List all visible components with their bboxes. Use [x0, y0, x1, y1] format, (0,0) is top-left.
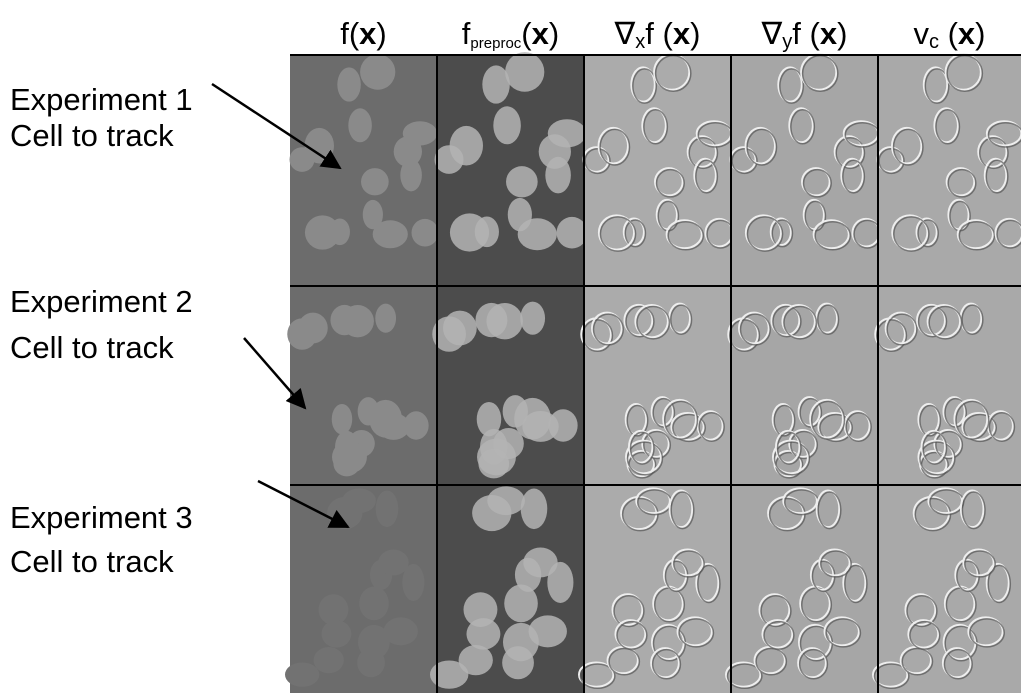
cell-blob [305, 128, 334, 164]
cell-blob [400, 159, 422, 192]
cell-blob [459, 645, 493, 675]
cell-blob [319, 594, 349, 625]
cell-blob [404, 411, 429, 439]
header-part: f ( [645, 16, 673, 51]
image-panel [584, 286, 731, 485]
header-part: x [635, 31, 645, 53]
cell-blob [466, 618, 500, 650]
header-part: x [532, 16, 550, 51]
header-part: x [958, 16, 976, 51]
cell-blob [335, 431, 358, 463]
cell-blob [521, 489, 548, 530]
cell-blob [360, 54, 395, 90]
cell-blob [373, 220, 408, 248]
cell-blob [341, 305, 374, 337]
cell-blob [443, 311, 477, 346]
cell-blob [514, 398, 551, 440]
header-part: ) [975, 16, 985, 51]
row-label: Experiment 1 [10, 82, 193, 117]
cell-blob [305, 215, 340, 249]
cell-blob [369, 400, 402, 438]
column-header: ∇yf (x) [761, 16, 848, 53]
cell-blob [412, 219, 439, 247]
cell-blob [285, 662, 319, 686]
header-part: f( [340, 16, 360, 51]
header-part: f ( [792, 16, 820, 51]
header-part: y [782, 31, 792, 53]
row-label: Cell to track [10, 118, 174, 153]
column-header: vc (x) [913, 16, 985, 53]
cell-blob [403, 121, 437, 145]
header-part: c [929, 31, 939, 53]
cell-blob [518, 218, 557, 250]
cell-blob [493, 106, 520, 144]
cell-blob [314, 647, 344, 673]
header-part: ) [549, 16, 559, 51]
header-part: v [913, 16, 929, 51]
cell-blob [480, 429, 507, 465]
cell-blob [557, 217, 588, 249]
row-label: Experiment 3 [10, 500, 193, 535]
header-part: ∇ [614, 16, 636, 51]
cell-blob [545, 157, 571, 194]
column-header: fpreproc(x) [462, 16, 559, 52]
cell-blob [549, 409, 578, 441]
cell-blob [529, 615, 567, 647]
cell-blob [486, 303, 523, 339]
header-part: x [359, 16, 377, 51]
figure: Experiment 1Cell to trackExperiment 2Cel… [0, 0, 1021, 693]
header-part: preproc [470, 35, 521, 52]
cell-blob [337, 67, 360, 101]
cell-blob [332, 404, 353, 434]
header-part: ) [837, 16, 847, 51]
cell-blob [502, 646, 534, 679]
cell-blob [348, 108, 371, 142]
cell-blob [357, 648, 385, 677]
cell-blob [378, 550, 408, 576]
image-grid [285, 52, 1021, 693]
row-label: Cell to track [10, 544, 174, 579]
header-part: ) [376, 16, 386, 51]
cell-blob [375, 304, 396, 333]
header-part: ) [690, 16, 700, 51]
column-header: f(x) [340, 16, 387, 51]
column-header: ∇xf (x) [614, 16, 701, 53]
header-part: ( [939, 16, 959, 51]
cell-blob [359, 586, 389, 620]
cell-blob [487, 486, 525, 515]
cell-blob [505, 52, 544, 92]
cell-blob [376, 491, 399, 528]
cell-blob [361, 168, 389, 195]
image-panel [731, 286, 878, 485]
header-part: ∇ [761, 16, 783, 51]
header-part: x [673, 16, 691, 51]
cell-blob [506, 166, 538, 197]
cell-blob [384, 617, 418, 645]
cell-blob [548, 119, 586, 147]
cell-blob [342, 488, 376, 513]
cell-blob [523, 548, 557, 578]
image-panel [878, 286, 1021, 485]
row-label: Experiment 2 [10, 284, 193, 319]
cell-blob [520, 302, 545, 335]
cell-blob [450, 126, 483, 166]
cell-blob [450, 213, 489, 251]
row-label: Cell to track [10, 330, 174, 365]
cell-blob [298, 313, 328, 344]
header-part: x [820, 16, 838, 51]
cell-blob [321, 620, 351, 648]
